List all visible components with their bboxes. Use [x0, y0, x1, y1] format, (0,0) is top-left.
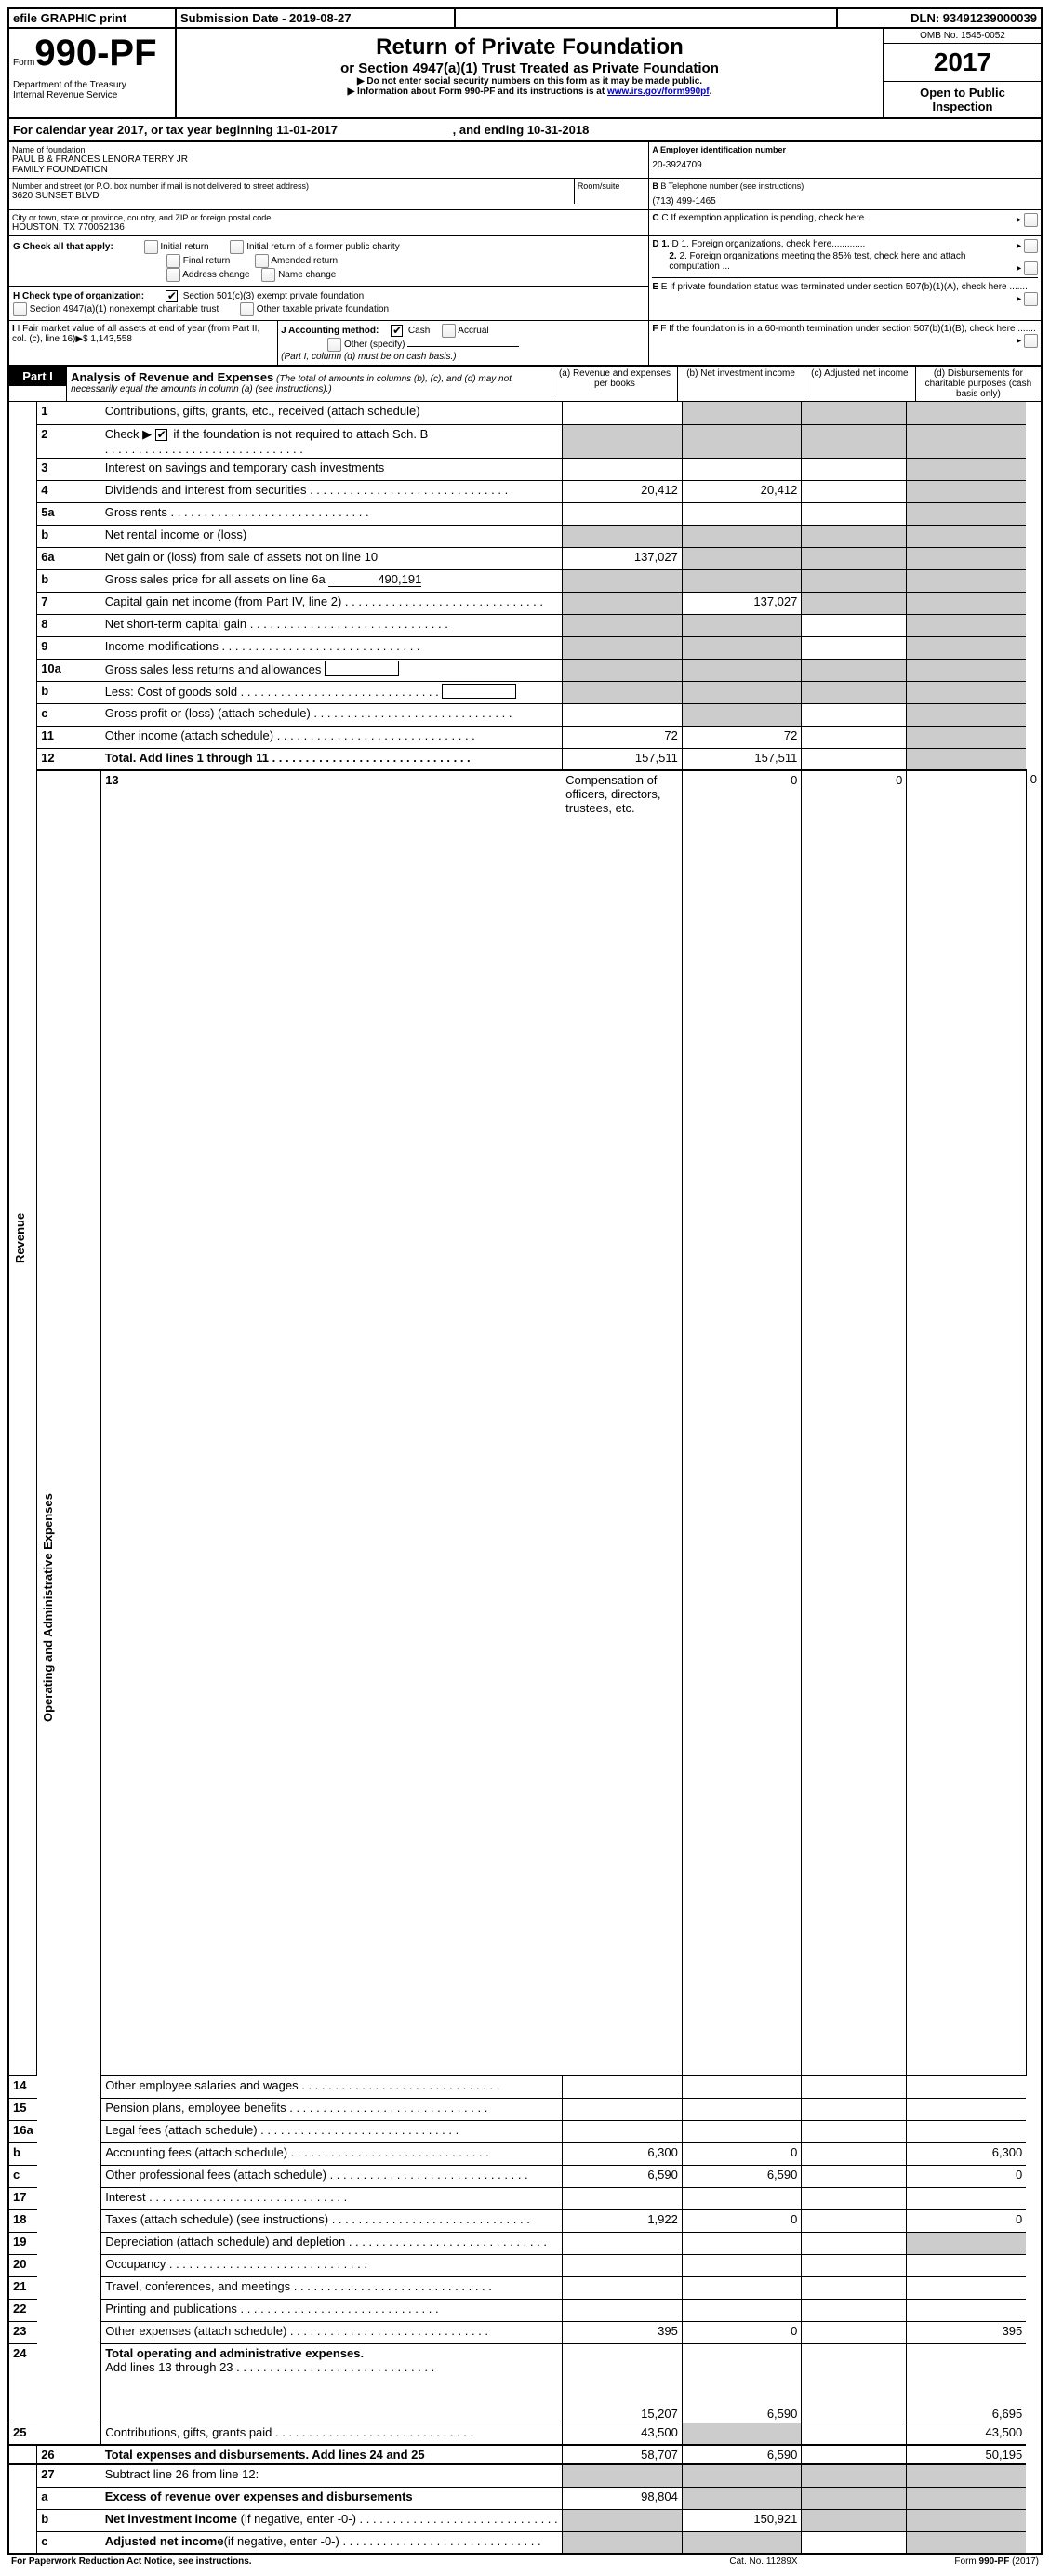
irs-label: Internal Revenue Service [13, 90, 171, 100]
top-bar: efile GRAPHIC print Submission Date - 20… [7, 7, 1043, 29]
ein-value: 20-3924709 [652, 160, 1038, 170]
col-b: (b) Net investment income [678, 367, 804, 402]
g-cb-name[interactable] [261, 268, 275, 282]
g-cb-initial-former[interactable] [230, 240, 244, 254]
irs-link[interactable]: www.irs.gov/form990pf [607, 87, 710, 97]
schb-checkbox[interactable] [155, 429, 167, 441]
city-label: City or town, state or province, country… [12, 213, 645, 222]
g-cb-address[interactable] [166, 268, 180, 282]
h-cb-4947[interactable] [13, 302, 27, 316]
d1-checkbox[interactable] [1024, 239, 1038, 253]
submission-date: Submission Date - 2019-08-27 [176, 8, 455, 28]
year-begin: 11-01-2017 [276, 123, 338, 137]
g-cb-initial[interactable] [144, 240, 158, 254]
col-a: (a) Revenue and expenses per books [552, 367, 678, 402]
tel-label: B B Telephone number (see instructions) [652, 181, 1038, 191]
c-checkbox[interactable] [1024, 213, 1038, 227]
form-prefix: Form [13, 58, 34, 68]
foundation-name2: FAMILY FOUNDATION [12, 165, 645, 175]
opex-side: Operating and Administrative Expenses [41, 773, 55, 2442]
dln: DLN: 93491239000039 [837, 8, 1042, 28]
h-cb-other[interactable] [240, 302, 254, 316]
j-cb-other[interactable] [327, 338, 341, 352]
form-header: Form990-PF Department of the Treasury In… [7, 29, 1043, 119]
room-label: Room/suite [574, 179, 648, 204]
identification-block: Name of foundation PAUL B & FRANCES LENO… [7, 142, 1043, 367]
f-checkbox[interactable] [1024, 334, 1038, 348]
footer: For Paperwork Reduction Act Notice, see … [7, 2555, 1043, 2569]
d2-checkbox[interactable] [1024, 261, 1038, 275]
part1-table: Revenue 1Contributions, gifts, grants, e… [7, 402, 1043, 2555]
year-end: 10-31-2018 [527, 123, 590, 137]
addr-label: Number and street (or P.O. box number if… [12, 181, 571, 191]
foundation-name1: PAUL B & FRANCES LENORA TERRY JR [12, 154, 645, 165]
c-label: C If exemption application is pending, c… [661, 213, 864, 223]
e-checkbox[interactable] [1024, 292, 1038, 306]
fmv-value: 1,143,558 [90, 334, 132, 344]
part1-header: Part I Analysis of Revenue and Expenses … [7, 367, 1043, 402]
form-number: 990-PF [34, 33, 156, 73]
line6b-val: 490,191 [328, 572, 421, 587]
g-label: G Check all that apply: [13, 242, 113, 252]
dept-treasury: Department of the Treasury [13, 80, 171, 90]
addr-value: 3620 SUNSET BLVD [12, 191, 571, 201]
tel-value: (713) 499-1465 [652, 196, 1038, 207]
form-title: Return of Private Foundation [182, 34, 877, 60]
open-inspection: Open to Public Inspection [884, 82, 1041, 117]
ein-label: A Employer identification number [652, 145, 1038, 154]
tax-year: 2017 [934, 47, 991, 76]
header-note2: ▶ Information about Form 990-PF and its … [182, 87, 877, 97]
j-cb-cash[interactable] [391, 325, 403, 337]
col-d: (d) Disbursements for charitable purpose… [915, 367, 1042, 402]
cat-no: Cat. No. 11289X [671, 2555, 857, 2569]
g-cb-final[interactable] [166, 254, 180, 268]
g-cb-amended[interactable] [255, 254, 269, 268]
j-cb-accrual[interactable] [442, 324, 456, 338]
paperwork-notice: For Paperwork Reduction Act Notice, see … [7, 2555, 671, 2569]
omb-number: OMB No. 1545-0052 [884, 29, 1041, 44]
h-cb-501c3[interactable] [166, 290, 178, 302]
col-c: (c) Adjusted net income [804, 367, 915, 402]
city-value: HOUSTON, TX 770052136 [12, 222, 645, 233]
revenue-side: Revenue [13, 404, 27, 2073]
h-label: H Check type of organization: [13, 291, 144, 301]
calendar-year-row: For calendar year 2017, or tax year begi… [7, 119, 1043, 142]
form-footer: Form 990-PF (2017) [857, 2555, 1043, 2569]
efile-label: efile GRAPHIC print [8, 8, 176, 28]
header-note1: ▶ Do not enter social security numbers o… [182, 76, 877, 87]
part1-label: Part I [9, 367, 66, 386]
name-label: Name of foundation [12, 145, 645, 154]
form-subtitle: or Section 4947(a)(1) Trust Treated as P… [182, 60, 877, 76]
